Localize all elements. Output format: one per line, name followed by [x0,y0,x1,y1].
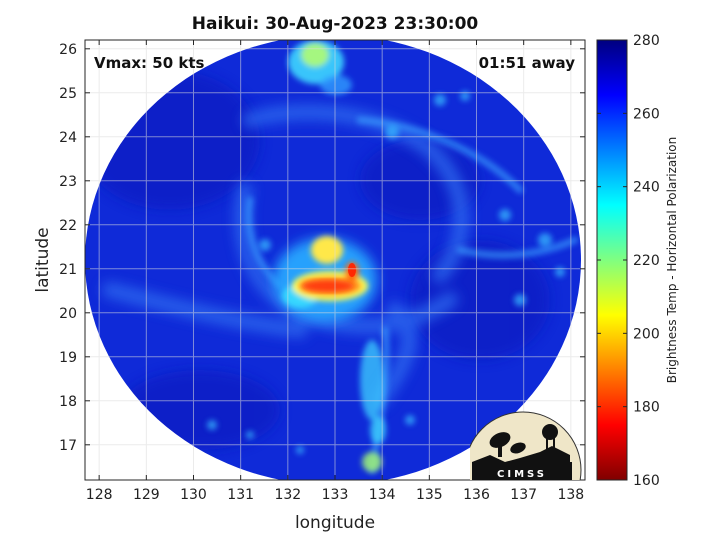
plot-area: 128 129 130 131 132 133 134 135 136 137 138 17 18 19… [59,39,586,503]
y-tick-label: 19 [59,350,77,366]
x-tick-label: 129 [133,487,160,503]
y-tick-label: 25 [59,86,77,102]
colorbar-tick-label: 240 [633,180,660,196]
y-tick-label: 18 [59,394,77,410]
y-tick-label: 20 [59,306,77,322]
colorbar-label: Brightness Temp - Horizontal Polarizatio… [665,137,679,384]
colorbar-tick-label: 220 [633,253,660,269]
time-away-label: 01:51 away [479,54,576,72]
y-tick-label: 21 [59,262,77,278]
x-tick-label: 132 [274,487,301,503]
x-tick-label: 128 [86,487,113,503]
y-tick-label: 22 [59,218,77,234]
chart-title: Haikui: 30-Aug-2023 23:30:00 [192,14,479,34]
y-tick-label: 17 [59,438,77,454]
colorbar-tick-label: 160 [633,473,660,489]
x-tick-label: 138 [557,487,584,503]
x-axis-label: longitude [295,513,375,533]
x-tick-label: 136 [463,487,490,503]
x-tick-label: 133 [322,487,349,503]
y-axis: 17 18 19 20 21 22 23 24 25 26 [59,42,585,454]
y-tick-label: 26 [59,42,77,58]
gridlines [85,40,585,480]
colorbar-tick-label: 180 [633,400,660,416]
x-tick-label: 137 [510,487,537,503]
cimss-logo: CIMSS [470,411,582,480]
colorbar-gradient [596,39,628,481]
x-tick-label: 134 [369,487,396,503]
y-axis-label: latitude [33,227,53,292]
x-tick-label: 130 [180,487,207,503]
colorbar-tick-label: 200 [633,326,660,342]
x-tick-label: 135 [416,487,443,503]
colorbar-tick-label: 260 [633,106,660,122]
storm-core [273,236,377,322]
y-tick-label: 23 [59,174,77,190]
vmax-label: Vmax: 50 kts [94,54,204,72]
colorbar: 160 180 200 220 240 260 280 Brightness Temp - … [596,33,679,489]
x-tick-label: 131 [227,487,254,503]
y-tick-label: 24 [59,130,77,146]
logo-text: CIMSS [497,469,547,480]
colorbar-tick-label: 280 [633,33,660,49]
colorbar-ticks: 160 180 200 220 240 260 280 [597,33,660,489]
